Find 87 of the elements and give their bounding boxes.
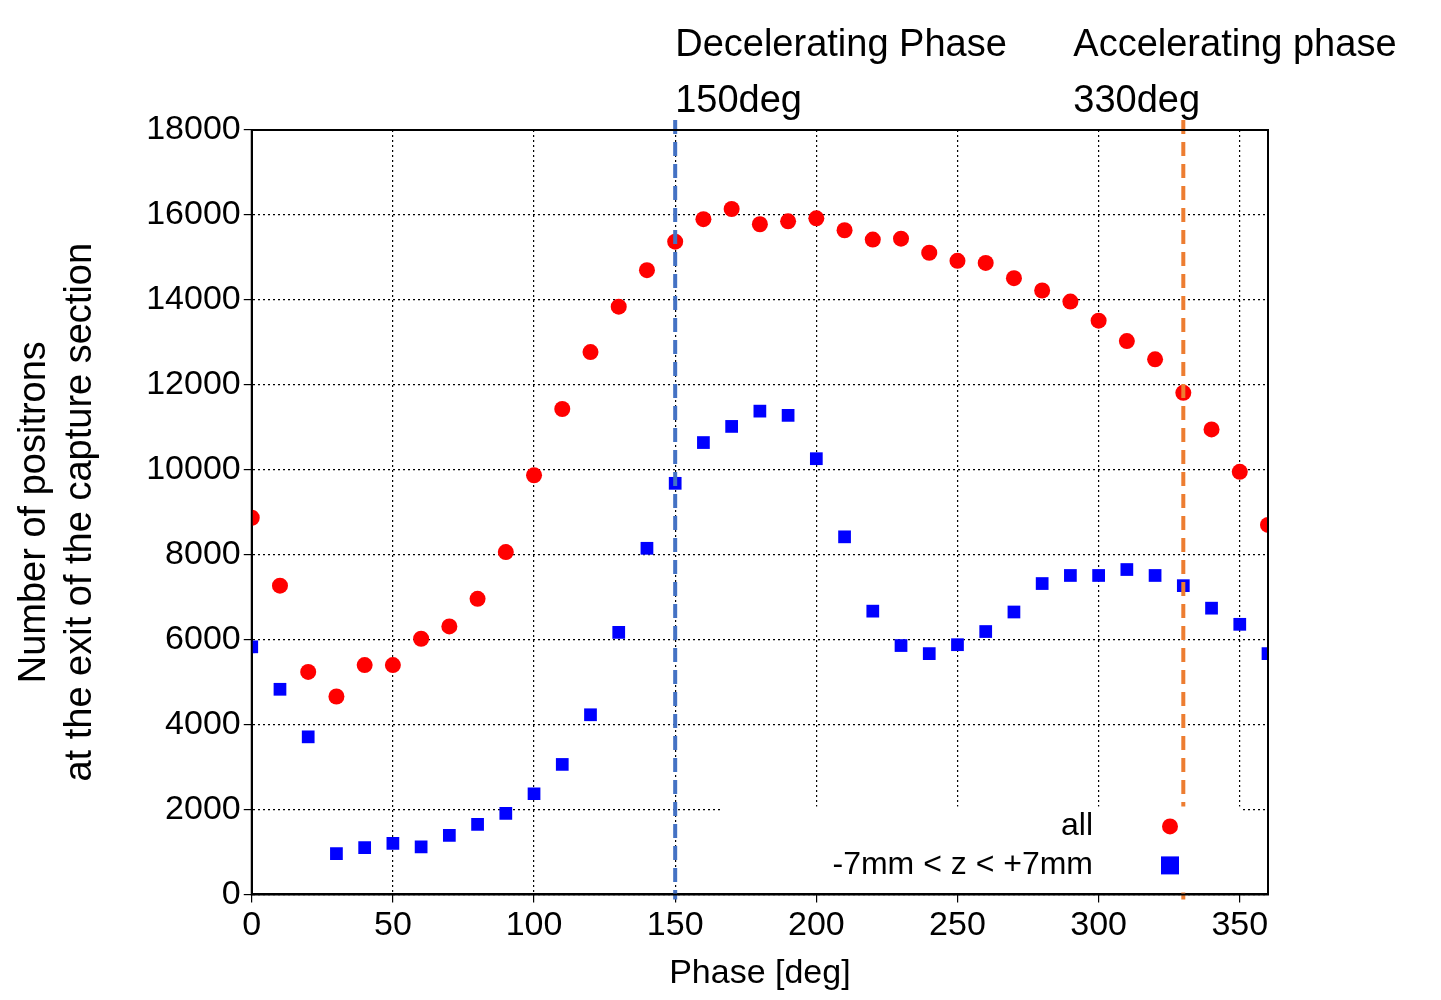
point bbox=[1203, 421, 1220, 438]
point bbox=[949, 252, 966, 269]
point bbox=[499, 806, 513, 820]
point bbox=[695, 211, 712, 228]
y-tick-label: 6000 bbox=[165, 617, 241, 656]
legend-label: -7mm < z < +7mm bbox=[832, 845, 1093, 882]
point bbox=[809, 452, 823, 466]
point bbox=[1035, 577, 1049, 590]
point bbox=[356, 657, 373, 674]
y-tick-label: 14000 bbox=[146, 278, 241, 317]
point bbox=[610, 298, 627, 315]
point bbox=[469, 590, 486, 607]
point bbox=[1118, 333, 1135, 350]
y-tick-label: 4000 bbox=[165, 702, 241, 741]
point bbox=[894, 639, 908, 652]
point bbox=[1147, 351, 1164, 368]
y-tick-label: 12000 bbox=[146, 363, 241, 402]
x-axis-title: Phase [deg] bbox=[669, 951, 851, 990]
point bbox=[838, 530, 851, 544]
point bbox=[554, 401, 571, 418]
y-tick-label: 10000 bbox=[146, 448, 241, 487]
point bbox=[413, 630, 430, 647]
point bbox=[921, 244, 938, 261]
point bbox=[1092, 569, 1105, 582]
point bbox=[497, 544, 514, 561]
point bbox=[751, 216, 768, 233]
point bbox=[1005, 270, 1022, 287]
y-tick-label: 2000 bbox=[165, 787, 241, 826]
point bbox=[977, 254, 994, 271]
ref-line-label: Decelerating Phase 150deg bbox=[675, 22, 1007, 120]
point bbox=[893, 230, 910, 247]
point bbox=[866, 604, 880, 618]
point bbox=[386, 837, 400, 850]
point bbox=[1231, 463, 1248, 480]
point bbox=[442, 829, 456, 842]
point bbox=[864, 231, 881, 248]
y-tick-label: 16000 bbox=[146, 193, 241, 232]
point bbox=[697, 436, 710, 449]
point bbox=[271, 577, 288, 594]
point bbox=[781, 409, 795, 422]
point bbox=[584, 708, 597, 722]
legend-label: all bbox=[1060, 806, 1093, 843]
point bbox=[1148, 569, 1162, 582]
point bbox=[273, 682, 287, 696]
x-tick-label: 50 bbox=[373, 904, 412, 943]
point bbox=[612, 626, 626, 639]
y-tick-label: 8000 bbox=[165, 533, 241, 572]
point bbox=[979, 625, 993, 638]
x-tick-label: 300 bbox=[1070, 904, 1127, 943]
point bbox=[300, 663, 317, 680]
point bbox=[301, 730, 315, 744]
point bbox=[808, 210, 825, 227]
point bbox=[526, 467, 543, 484]
x-tick-label: 100 bbox=[505, 904, 563, 943]
point bbox=[414, 840, 428, 854]
y-axis-title: Number of positrons at the exit of the capture section bbox=[11, 242, 99, 782]
point bbox=[1034, 282, 1051, 299]
point bbox=[723, 200, 740, 217]
point bbox=[471, 817, 484, 831]
point bbox=[1233, 617, 1247, 631]
point bbox=[836, 222, 853, 239]
point bbox=[1205, 601, 1218, 615]
point bbox=[725, 420, 739, 433]
point bbox=[1120, 563, 1134, 576]
point bbox=[1090, 312, 1107, 329]
point bbox=[951, 638, 964, 652]
x-tick-label: 200 bbox=[787, 904, 845, 943]
point bbox=[358, 841, 372, 855]
point bbox=[922, 647, 936, 660]
point bbox=[640, 541, 654, 555]
point bbox=[441, 618, 458, 635]
y-tick-label: 0 bbox=[221, 872, 241, 911]
point bbox=[555, 758, 569, 771]
point bbox=[582, 344, 599, 361]
x-tick-label: 250 bbox=[929, 904, 986, 943]
x-tick-label: 150 bbox=[646, 904, 704, 943]
point bbox=[330, 847, 343, 860]
point bbox=[384, 657, 401, 674]
y-tick-label: 18000 bbox=[146, 108, 241, 147]
x-tick-label: 350 bbox=[1211, 904, 1269, 943]
point bbox=[1062, 293, 1079, 310]
point bbox=[638, 262, 655, 279]
ref-line-label: Accelerating phase 330deg bbox=[1073, 22, 1397, 120]
point bbox=[780, 213, 797, 230]
point bbox=[527, 787, 541, 801]
point bbox=[328, 688, 345, 705]
point bbox=[1064, 569, 1077, 582]
